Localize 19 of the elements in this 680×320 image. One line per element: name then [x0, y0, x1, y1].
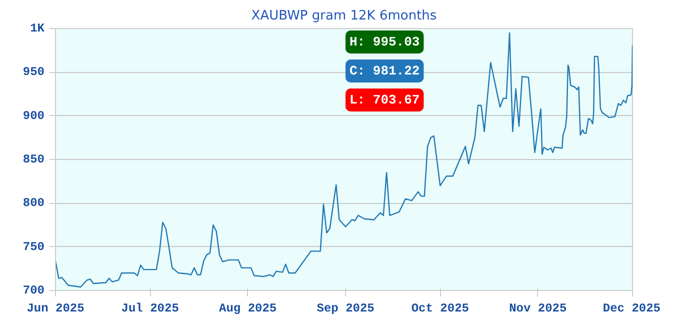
- y-tick-label: 900: [22, 108, 45, 123]
- annotation: L: 703.67: [350, 92, 420, 108]
- y-tick-label: 750: [22, 240, 45, 254]
- y-tick-label: 700: [22, 284, 45, 298]
- x-tick-label: Nov 2025: [509, 302, 567, 316]
- annotation: H: 995.03: [350, 34, 420, 50]
- x-tick-label: Jun 2025: [26, 302, 84, 316]
- x-tick-label: Jul 2025: [121, 302, 179, 316]
- y-tick-label: 950: [22, 65, 45, 80]
- y-tick-label: 800: [22, 196, 45, 210]
- x-tick-label: Oct 2025: [411, 302, 469, 316]
- x-tick-label: Aug 2025: [219, 302, 277, 316]
- x-tick-label: Dec 2025: [602, 302, 660, 316]
- y-tick-label: 850: [22, 152, 45, 166]
- chart-title: XAUBWP gram 12K 6months: [251, 8, 437, 24]
- y-tick-label: 1K: [30, 22, 46, 36]
- x-tick-label: Sep 2025: [316, 302, 374, 316]
- annotation: C: 981.22: [350, 64, 420, 78]
- line-series: [56, 32, 632, 288]
